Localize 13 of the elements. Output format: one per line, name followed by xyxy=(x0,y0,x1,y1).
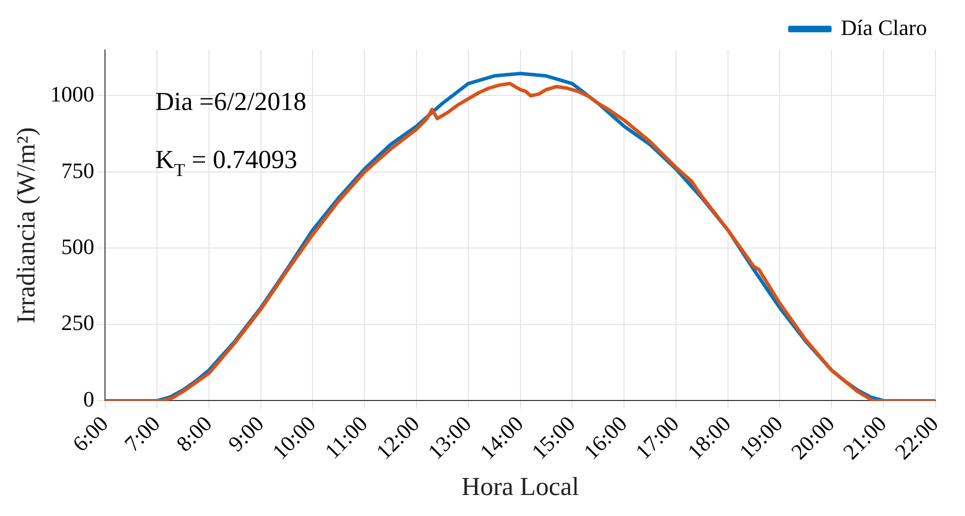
x-tick-label: 8:00 xyxy=(171,410,217,456)
y-tick-label: 500 xyxy=(61,234,94,259)
x-axis-title: Hora Local xyxy=(461,472,580,502)
y-tick-label: 1000 xyxy=(50,82,94,107)
x-tick-label: 9:00 xyxy=(223,410,268,456)
x-tick-label: 7:00 xyxy=(119,410,165,456)
x-tick-label: 6:00 xyxy=(67,410,113,456)
annotation: Dia =6/2/2018 xyxy=(155,87,306,116)
y-axis-title: Irradiancia (W/m²) xyxy=(11,127,40,324)
y-tick-label: 750 xyxy=(61,158,94,183)
legend-label: Día Claro xyxy=(840,14,928,40)
y-tick-label: 250 xyxy=(61,310,94,336)
y-tick-label: 0 xyxy=(83,386,94,412)
